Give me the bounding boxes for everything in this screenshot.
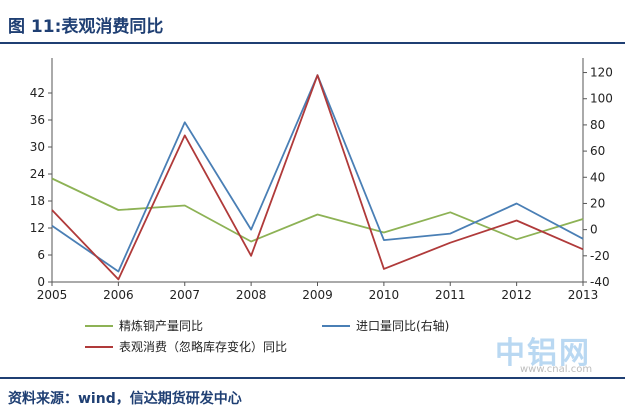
- left-axis-tick-label: 24: [30, 167, 45, 181]
- bottom-divider: [0, 377, 625, 379]
- x-axis-tick-label: 2008: [236, 288, 267, 302]
- left-axis-tick-label: 30: [30, 140, 45, 154]
- chart-legend: 精炼铜产量同比 进口量同比(右轴) 表观消费（忽略库存变化）同比: [85, 318, 449, 354]
- x-axis-tick-label: 2007: [169, 288, 200, 302]
- left-axis-tick-label: 12: [30, 221, 45, 235]
- x-axis-tick-label: 2012: [501, 288, 532, 302]
- x-axis-tick-label: 2011: [435, 288, 466, 302]
- right-axis-tick-label: 20: [590, 196, 605, 210]
- x-axis-tick-label: 2009: [302, 288, 333, 302]
- series-line: [51, 74, 584, 281]
- right-axis-tick-label: 0: [590, 223, 598, 237]
- right-axis-tick-label: 100: [590, 92, 613, 106]
- right-axis-tick-label: 120: [590, 66, 613, 80]
- chart-axes: 0 6 12 18 24 30 36 42 -40 -20 0 20 40 60 80 100 120 2005 2…: [30, 58, 613, 302]
- right-axis-tick-label: -40: [590, 275, 610, 289]
- x-axis-tick-label: 2010: [369, 288, 400, 302]
- left-axis-tick-label: 42: [30, 86, 45, 100]
- line-chart: 0 6 12 18 24 30 36 42 -40 -20 0 20 40 60 80 100 120 2005 2…: [30, 58, 613, 354]
- right-axis-tick-label: 40: [590, 170, 605, 184]
- legend-label: 精炼铜产量同比: [119, 318, 203, 333]
- series-line: [51, 177, 584, 243]
- legend-label: 表观消费（忽略库存变化）同比: [119, 339, 287, 354]
- left-axis-tick-label: 6: [37, 248, 45, 262]
- watermark-url: www.cnal.com: [520, 364, 593, 375]
- series-line: [51, 74, 584, 273]
- x-axis-tick-label: 2013: [568, 288, 599, 302]
- right-axis-tick-label: -20: [590, 249, 610, 263]
- chart-series: [51, 74, 584, 281]
- figure-title: 图 11:表观消费同比: [8, 17, 164, 37]
- x-axis-tick-label: 2005: [37, 288, 68, 302]
- left-axis-tick-label: 36: [30, 113, 45, 127]
- left-axis-tick-label: 0: [37, 275, 45, 289]
- source-note: 资料来源：wind，信达期货研发中心: [8, 391, 242, 407]
- right-axis-tick-label: 80: [590, 118, 605, 132]
- legend-label: 进口量同比(右轴): [356, 318, 449, 333]
- top-divider: [0, 42, 625, 44]
- right-axis-tick-label: 60: [590, 144, 605, 158]
- x-axis-tick-label: 2006: [103, 288, 134, 302]
- left-axis-tick-label: 18: [30, 194, 45, 208]
- watermark-logo: 中铝网: [495, 336, 591, 371]
